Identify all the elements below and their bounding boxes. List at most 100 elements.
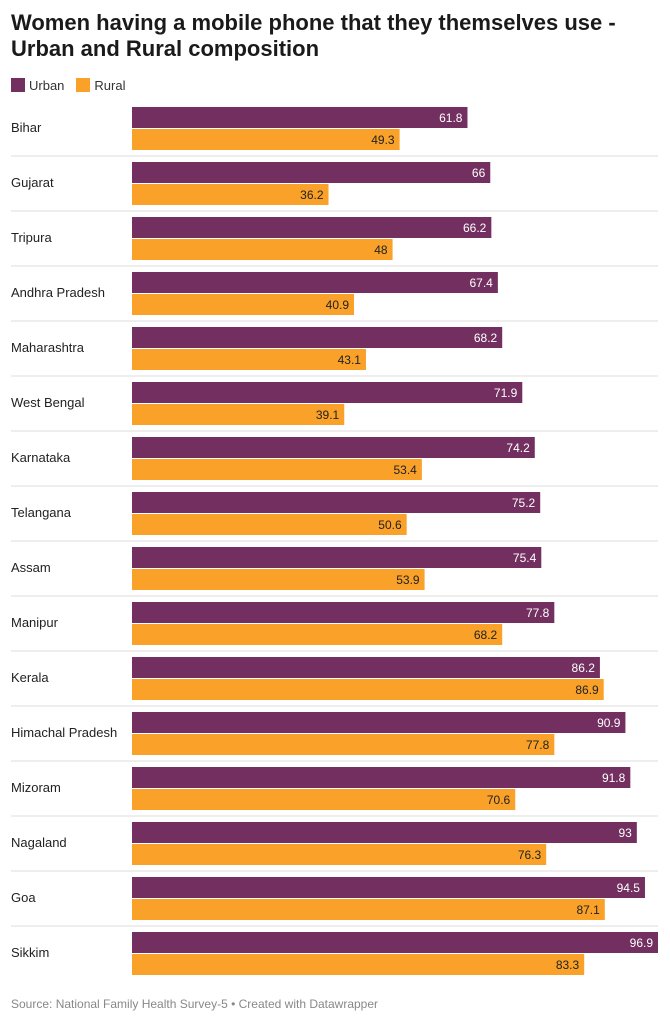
bar-rural bbox=[132, 239, 393, 260]
category-row: Maharashtra 68.2 43.1 bbox=[11, 327, 658, 377]
category-row: Manipur 77.8 68.2 bbox=[11, 602, 658, 652]
bar-rural bbox=[132, 514, 407, 535]
bar-urban bbox=[132, 492, 541, 513]
category-label: Sikkim bbox=[11, 945, 49, 960]
value-label-rural: 70.6 bbox=[487, 793, 511, 807]
bar-urban bbox=[132, 217, 492, 238]
value-label-rural: 39.1 bbox=[316, 408, 340, 422]
category-row: Mizoram 91.8 70.6 bbox=[11, 767, 658, 817]
bar-rural bbox=[132, 954, 585, 975]
bar-urban bbox=[132, 657, 600, 678]
value-label-rural: 68.2 bbox=[474, 628, 498, 642]
category-label: Mizoram bbox=[11, 780, 61, 795]
value-label-urban: 66.2 bbox=[463, 221, 487, 235]
bar-rural bbox=[132, 569, 425, 590]
category-label: Assam bbox=[11, 560, 51, 575]
category-label: Andhra Pradesh bbox=[11, 285, 105, 300]
category-label: Maharashtra bbox=[11, 340, 85, 355]
category-label: Himachal Pradesh bbox=[11, 725, 117, 740]
bar-rural bbox=[132, 459, 422, 480]
value-label-urban: 68.2 bbox=[474, 331, 498, 345]
value-label-rural: 53.9 bbox=[396, 573, 420, 587]
bar-rural bbox=[132, 349, 366, 370]
value-label-urban: 75.4 bbox=[513, 551, 537, 565]
value-label-rural: 86.9 bbox=[575, 683, 599, 697]
legend-label-urban: Urban bbox=[29, 77, 65, 93]
bar-urban bbox=[132, 877, 645, 898]
bar-urban bbox=[132, 107, 468, 128]
legend-item-urban: Urban bbox=[11, 78, 64, 93]
category-label: Karnataka bbox=[11, 450, 71, 465]
bar-urban bbox=[132, 547, 542, 568]
value-label-rural: 77.8 bbox=[526, 738, 550, 752]
category-label: Goa bbox=[11, 890, 36, 905]
value-label-rural: 36.2 bbox=[300, 188, 324, 202]
value-label-urban: 90.9 bbox=[597, 716, 621, 730]
category-row: Himachal Pradesh 90.9 77.8 bbox=[11, 712, 658, 762]
bar-rural bbox=[132, 129, 400, 150]
legend-item-rural: Rural bbox=[76, 77, 126, 93]
bar-urban bbox=[132, 932, 658, 953]
legend: Urban Rural bbox=[11, 77, 138, 93]
value-label-rural: 49.3 bbox=[371, 133, 395, 147]
value-label-rural: 50.6 bbox=[378, 518, 402, 532]
value-label-urban: 75.2 bbox=[512, 496, 536, 510]
bar-rural bbox=[132, 844, 547, 865]
category-label: Manipur bbox=[11, 615, 59, 630]
value-label-urban: 71.9 bbox=[494, 386, 518, 400]
value-label-rural: 48 bbox=[374, 243, 388, 257]
category-label: Gujarat bbox=[11, 175, 54, 190]
bar-urban bbox=[132, 437, 535, 458]
bar-urban bbox=[132, 272, 498, 293]
value-label-urban: 67.4 bbox=[470, 276, 494, 290]
category-label: Bihar bbox=[11, 120, 42, 135]
category-label: Tripura bbox=[11, 230, 52, 245]
category-label: Kerala bbox=[11, 670, 49, 685]
category-label: Telangana bbox=[11, 505, 72, 520]
value-label-rural: 40.9 bbox=[326, 298, 350, 312]
bar-urban bbox=[132, 822, 637, 843]
value-label-urban: 77.8 bbox=[526, 606, 550, 620]
category-label: Nagaland bbox=[11, 835, 67, 850]
value-label-rural: 43.1 bbox=[338, 353, 362, 367]
category-row: Assam 75.4 53.9 bbox=[11, 547, 658, 597]
category-row: Bihar 61.8 49.3 bbox=[11, 107, 658, 157]
bar-urban bbox=[132, 712, 626, 733]
value-label-rural: 53.4 bbox=[394, 463, 418, 477]
bar-urban bbox=[132, 382, 523, 403]
value-label-urban: 74.2 bbox=[506, 441, 530, 455]
value-label-rural: 76.3 bbox=[518, 848, 542, 862]
value-label-urban: 66 bbox=[472, 166, 486, 180]
legend-label-rural: Rural bbox=[94, 77, 126, 93]
category-row: Tripura 66.2 48 bbox=[11, 217, 658, 267]
category-label: West Bengal bbox=[11, 395, 85, 410]
bar-urban bbox=[132, 162, 491, 183]
bar-rural bbox=[132, 404, 345, 425]
category-row: Goa 94.5 87.1 bbox=[11, 877, 658, 927]
value-label-urban: 91.8 bbox=[602, 771, 626, 785]
bar-rural bbox=[132, 184, 329, 205]
bar-rural bbox=[132, 789, 516, 810]
value-label-urban: 96.9 bbox=[630, 936, 654, 950]
value-label-rural: 83.3 bbox=[556, 958, 580, 972]
value-label-urban: 93 bbox=[618, 826, 632, 840]
value-label-urban: 61.8 bbox=[439, 111, 463, 125]
category-row: West Bengal 71.9 39.1 bbox=[11, 382, 658, 432]
bar-rural bbox=[132, 679, 604, 700]
chart-title: Women having a mobile phone that they th… bbox=[11, 10, 616, 61]
category-row: Kerala 86.2 86.9 bbox=[11, 657, 658, 707]
category-row: Telangana 75.2 50.6 bbox=[11, 492, 658, 542]
bar-rural bbox=[132, 294, 355, 315]
category-row: Nagaland 93 76.3 bbox=[11, 822, 658, 872]
bar-chart: Bihar 61.8 49.3 Gujarat 66 36.2 Tripura 66.2 48 A… bbox=[11, 107, 658, 975]
value-label-urban: 86.2 bbox=[572, 661, 596, 675]
legend-swatch-urban bbox=[11, 78, 25, 92]
bar-rural bbox=[132, 899, 605, 920]
value-label-rural: 87.1 bbox=[576, 903, 600, 917]
category-row: Karnataka 74.2 53.4 bbox=[11, 437, 658, 487]
bar-urban bbox=[132, 767, 631, 788]
bar-rural bbox=[132, 624, 503, 645]
category-row: Gujarat 66 36.2 bbox=[11, 162, 658, 212]
category-row: Sikkim 96.9 83.3 bbox=[11, 932, 658, 975]
legend-swatch-rural bbox=[76, 78, 91, 92]
